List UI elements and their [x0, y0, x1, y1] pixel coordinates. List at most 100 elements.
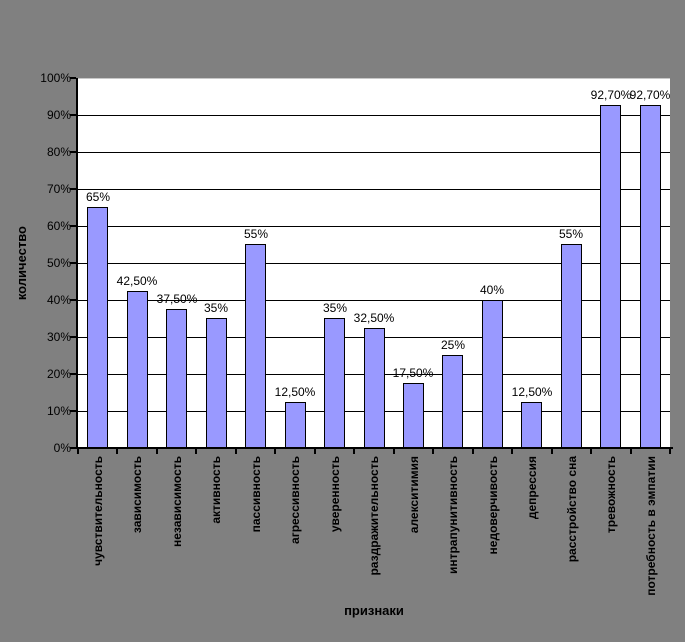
bar-value-label: 25%	[440, 338, 466, 352]
x-axis-tick	[630, 449, 632, 454]
y-tick-label: 50%	[46, 256, 71, 270]
x-category-label: раздражительность	[354, 456, 393, 576]
x-category-label-text: независимость	[169, 456, 184, 548]
y-tick-label: 20%	[46, 367, 71, 381]
y-axis-tick	[70, 336, 76, 338]
x-category-label-text: потребность в эмпатии	[643, 456, 658, 596]
gridline	[78, 189, 670, 190]
bar	[206, 318, 227, 448]
x-category-label-text: интрапунитивность	[445, 456, 460, 575]
y-axis-title: количество	[12, 78, 30, 448]
x-axis-tick	[590, 449, 592, 454]
y-axis-tick	[70, 188, 76, 190]
bar	[600, 105, 621, 448]
bar	[285, 402, 306, 448]
x-axis-tick	[235, 449, 237, 454]
x-axis-tick	[353, 449, 355, 454]
x-category-label-text: агрессивность	[287, 456, 302, 544]
x-category-label: расстройство сна	[552, 456, 591, 562]
x-axis-tick	[393, 449, 395, 454]
y-axis-tick	[70, 114, 76, 116]
gridline	[78, 226, 670, 227]
x-category-label-text: недоверчивость	[485, 456, 500, 555]
gridline	[78, 300, 670, 301]
x-axis-tick	[274, 449, 276, 454]
x-category-label-text: активность	[208, 456, 223, 524]
y-tick-label: 60%	[46, 219, 71, 233]
bar	[166, 309, 187, 448]
y-axis-tick	[70, 299, 76, 301]
x-axis-tick	[77, 449, 79, 454]
x-category-label: уверенность	[315, 456, 354, 532]
bar-value-label: 32,50%	[353, 311, 395, 325]
bar-value-label: 12,50%	[274, 385, 316, 399]
y-tick-label: 0%	[53, 441, 71, 455]
y-axis-tick	[70, 151, 76, 153]
y-tick-label: 80%	[46, 145, 71, 159]
bar-value-label: 92,70%	[590, 88, 632, 102]
bar	[364, 328, 385, 448]
bar-value-label: 40%	[479, 283, 505, 297]
bar	[127, 291, 148, 448]
x-category-label: агрессивность	[275, 456, 314, 544]
bar	[482, 300, 503, 448]
y-axis-tick	[70, 373, 76, 375]
bar	[403, 383, 424, 448]
x-category-label-text: раздражительность	[366, 456, 381, 576]
x-category-label: интрапунитивность	[433, 456, 472, 574]
bar-value-label: 37,50%	[156, 292, 198, 306]
x-category-label: независимость	[157, 456, 196, 547]
x-category-label-text: зависимость	[129, 456, 144, 534]
bar	[324, 318, 345, 448]
y-tick-label: 90%	[46, 108, 71, 122]
y-axis-title-text: количество	[13, 225, 29, 301]
gridline	[78, 115, 670, 116]
x-axis-tick	[116, 449, 118, 454]
y-tick-label: 10%	[46, 404, 71, 418]
x-axis-tick	[314, 449, 316, 454]
x-category-label: потребность в эмпатии	[631, 456, 670, 596]
x-axis-tick	[511, 449, 513, 454]
bar-value-label: 92,70%	[629, 88, 671, 102]
x-category-label: недоверчивость	[473, 456, 512, 554]
x-axis-tick	[551, 449, 553, 454]
x-category-label-text: пассивность	[248, 456, 263, 533]
plot-top-border	[78, 78, 670, 79]
x-axis-tick	[669, 449, 671, 454]
bar-value-label: 42,50%	[116, 274, 158, 288]
y-axis-line	[76, 78, 78, 449]
bar	[521, 402, 542, 448]
bar	[245, 244, 266, 448]
y-tick-label: 40%	[46, 293, 71, 307]
bar	[640, 105, 661, 448]
x-category-label-text: алекситимия	[406, 456, 421, 534]
x-axis-tick	[432, 449, 434, 454]
x-category-label: депрессия	[512, 456, 551, 519]
x-category-label-text: уверенность	[327, 456, 342, 533]
x-category-label-text: расстройство сна	[564, 456, 579, 563]
bar-value-label: 55%	[243, 227, 269, 241]
bar	[87, 207, 108, 448]
y-tick-label: 30%	[46, 330, 71, 344]
bar-value-label: 55%	[558, 227, 584, 241]
gridline	[78, 152, 670, 153]
y-axis-tick	[70, 410, 76, 412]
x-category-label-text: чувствительность	[90, 456, 105, 566]
y-axis-tick	[70, 447, 76, 449]
x-category-label: активность	[196, 456, 235, 524]
y-axis-tick	[70, 225, 76, 227]
x-axis-tick	[472, 449, 474, 454]
x-category-label: алекситимия	[394, 456, 433, 533]
bar-value-label: 35%	[322, 301, 348, 315]
x-category-label: пассивность	[236, 456, 275, 532]
bar	[561, 244, 582, 448]
gridline	[78, 263, 670, 264]
bar-value-label: 12,50%	[511, 385, 553, 399]
x-category-label-text: депрессия	[524, 456, 539, 520]
y-tick-label: 70%	[46, 182, 71, 196]
x-category-label: чувствительность	[78, 456, 117, 566]
bar-value-label: 35%	[203, 301, 229, 315]
bar-value-label: 17,50%	[392, 366, 434, 380]
x-category-label-text: тревожность	[603, 456, 618, 534]
